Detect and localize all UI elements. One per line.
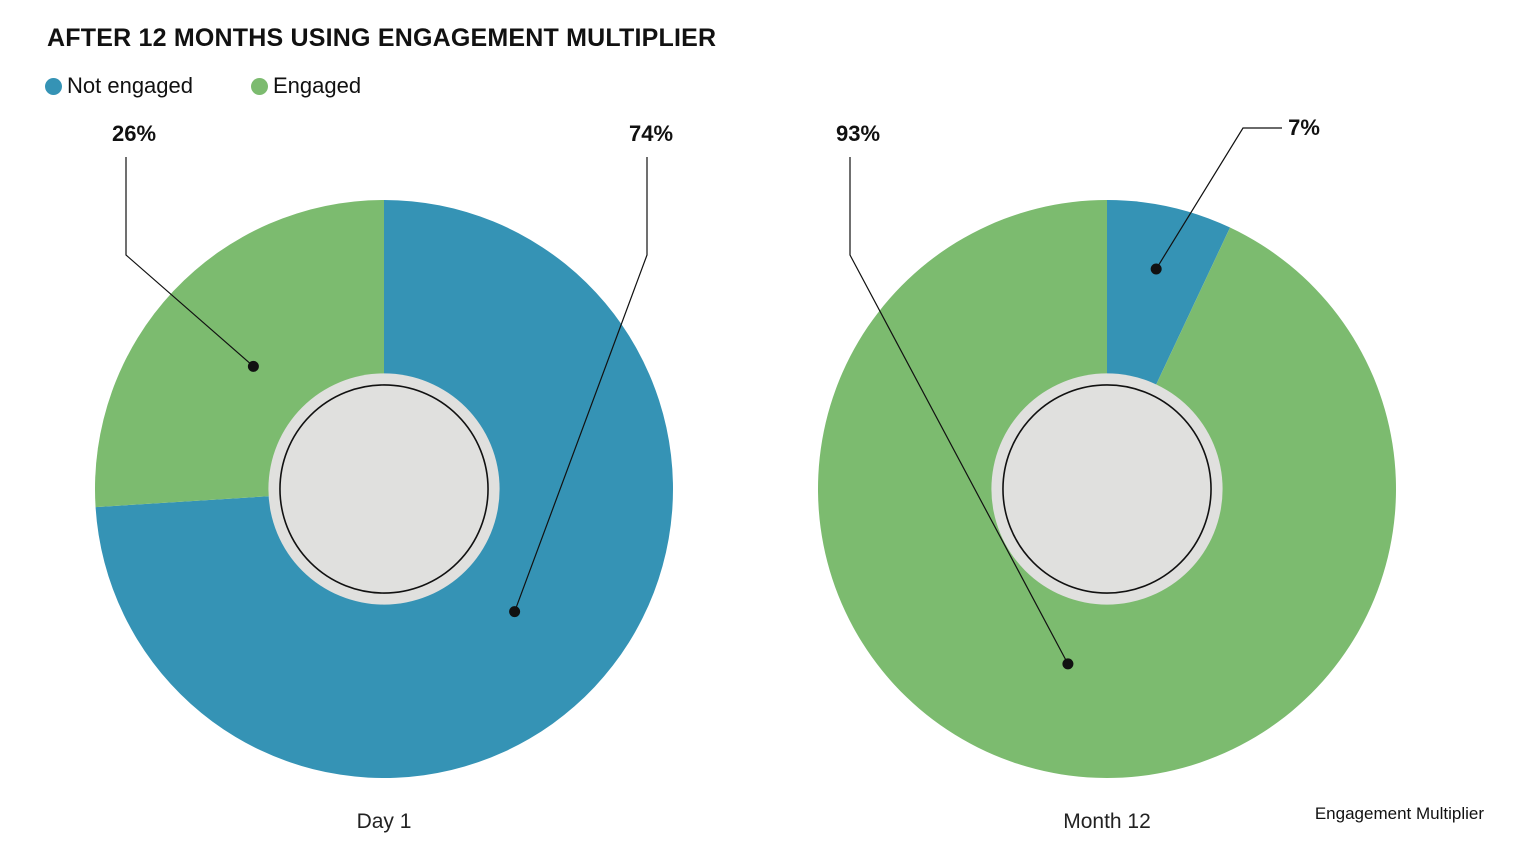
donut-hole — [268, 373, 500, 605]
page-title: AFTER 12 MONTHS USING ENGAGEMENT MULTIPL… — [47, 24, 717, 52]
legend-label-engaged: Engaged — [273, 73, 362, 98]
data-label-engaged: 93% — [836, 121, 880, 146]
donut-hole-ring — [279, 384, 489, 594]
legend-swatch-engaged — [251, 77, 268, 95]
legend-swatch-not-engaged — [45, 77, 62, 95]
donut-chart-month-12: 7% 93% Month 12 — [817, 115, 1396, 833]
donut-hole — [991, 373, 1223, 605]
data-label-not-engaged: 7% — [1288, 115, 1320, 140]
legend-item-engaged: Engaged — [251, 73, 361, 99]
donut-hole-ring — [1002, 384, 1212, 594]
data-label-engaged: 26% — [112, 121, 156, 146]
leader-dot-engaged — [247, 360, 259, 372]
leader-line-engaged — [125, 157, 254, 367]
leader-line-engaged — [849, 157, 1069, 665]
legend-label-not-engaged: Not engaged — [67, 73, 193, 98]
leader-dot-engaged — [1062, 658, 1074, 670]
leader-line-not-engaged — [1155, 127, 1282, 270]
data-label-not-engaged: 74% — [629, 121, 673, 146]
donut-chart-day-1: 74% 26% Day 1 — [95, 121, 673, 833]
chart-caption-day-1: Day 1 — [357, 810, 412, 833]
leader-dot-not-engaged — [509, 606, 521, 618]
leader-dot-not-engaged — [1150, 263, 1162, 275]
chart-caption-month-12: Month 12 — [1063, 810, 1151, 833]
legend-item-not-engaged: Not engaged — [45, 73, 193, 99]
leader-line-not-engaged — [514, 157, 648, 612]
source-credit: Engagement Multiplier — [1314, 804, 1484, 823]
legend: Not engaged Engaged — [45, 72, 419, 100]
